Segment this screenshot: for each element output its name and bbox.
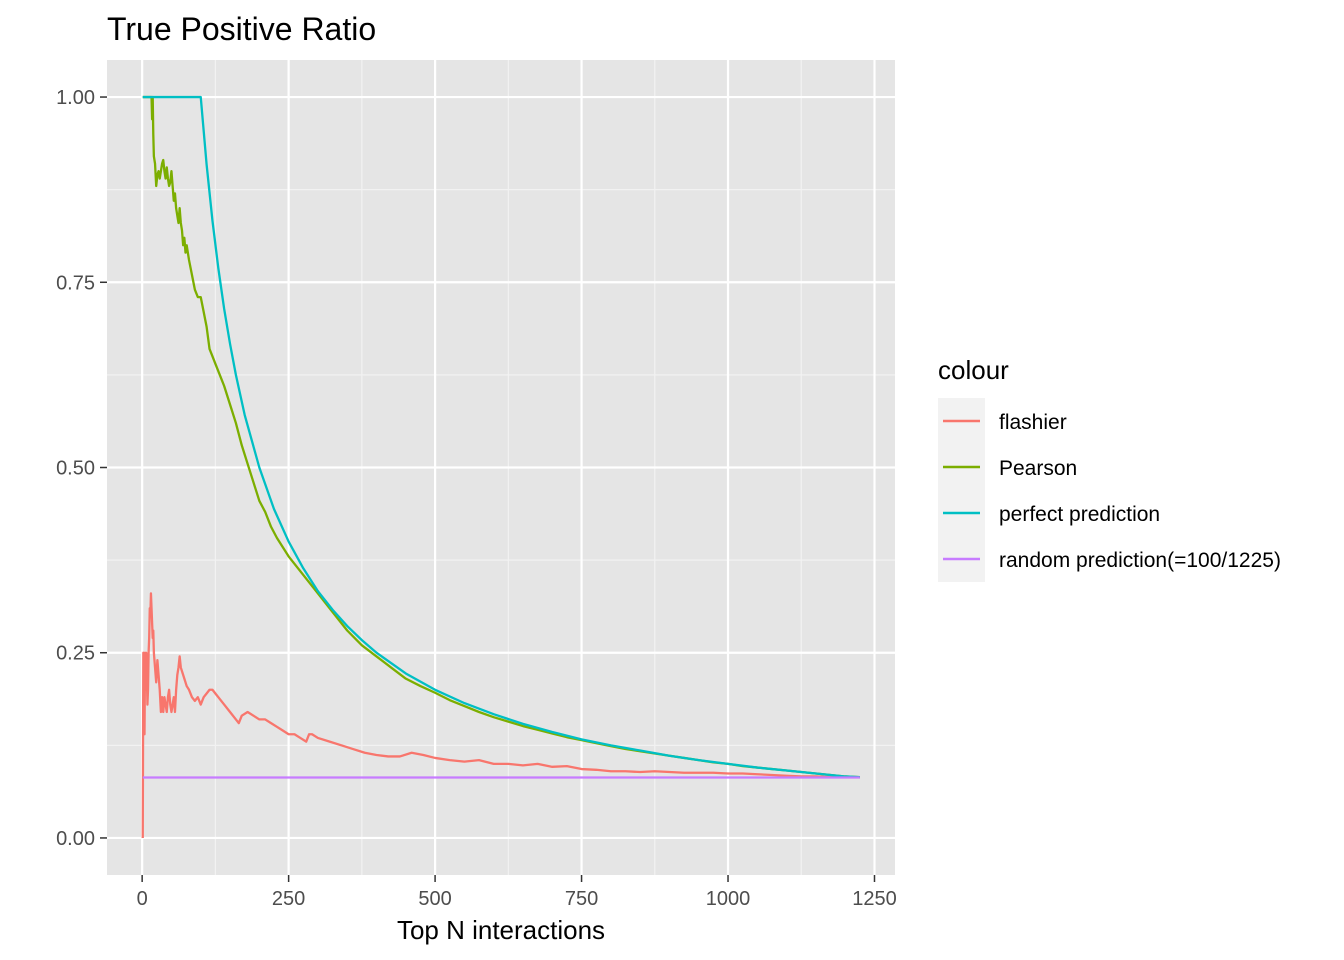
x-tick-label: 1250 (852, 888, 897, 910)
x-tick-label: 0 (137, 888, 148, 910)
chart-title: True Positive Ratio (107, 11, 376, 47)
y-axis-ticks: 0.00 0.25 0.50 0.75 1.00 (56, 87, 107, 850)
y-tick-label: 0.25 (56, 643, 95, 665)
y-tick-label: 1.00 (56, 87, 95, 109)
x-tick-label: 1000 (706, 888, 751, 910)
x-tick-label: 500 (418, 888, 451, 910)
legend-title: colour (938, 355, 1009, 385)
x-axis-ticks: 0 250 500 750 1000 1250 (137, 875, 897, 910)
legend-label-pearson: Pearson (999, 457, 1077, 480)
x-tick-label: 250 (272, 888, 305, 910)
y-tick-label: 0.75 (56, 272, 95, 294)
legend-label-random-prediction-100-1225: random prediction(=100/1225) (999, 549, 1281, 572)
series-lines (141, 95, 860, 838)
x-axis-title: Top N interactions (397, 915, 605, 945)
y-tick-label: 0.00 (56, 828, 95, 850)
series-line-perfect-prediction (142, 95, 860, 779)
y-tick-label: 0.50 (56, 458, 95, 480)
legend-label-flashier: flashier (999, 411, 1067, 434)
legend-label-perfect-prediction: perfect prediction (999, 503, 1160, 526)
series-line-flashier (141, 592, 860, 838)
legend: colour flashier Pearson perfect prediction… (938, 355, 1281, 582)
x-tick-label: 750 (565, 888, 598, 910)
